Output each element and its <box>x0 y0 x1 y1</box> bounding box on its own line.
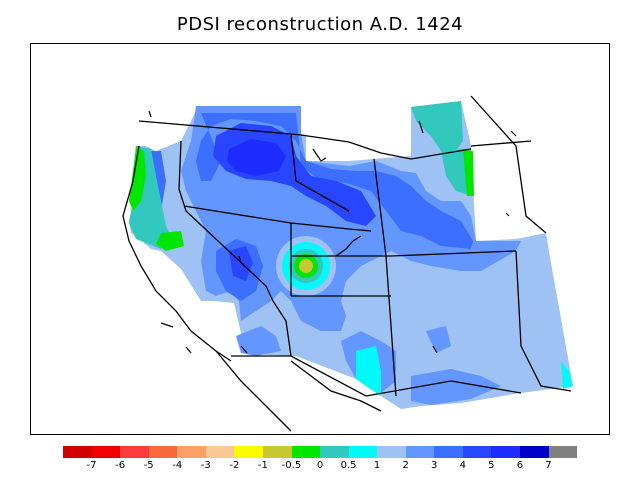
contour-ring-core <box>299 259 313 273</box>
contour-level-3e <box>426 326 451 353</box>
colorbar-tick-label: 1 <box>373 460 381 471</box>
colorbar-swatch <box>205 446 235 458</box>
colorbar-swatch <box>320 446 349 458</box>
colorbar-tick-label: -4 <box>172 460 183 471</box>
lake-6 <box>238 255 242 264</box>
colorbar-swatch <box>491 446 520 458</box>
colorbar-swatch <box>177 446 206 458</box>
contour-level-3d <box>411 369 501 405</box>
colorbar-swatch <box>377 446 406 458</box>
colorbar-swatch <box>91 446 121 458</box>
border-utah-wyoming <box>290 222 372 232</box>
lake-8 <box>185 346 192 354</box>
colorbar-swatch <box>234 446 263 458</box>
colorbar-swatch <box>291 446 321 458</box>
border-az-ca <box>272 300 292 357</box>
contour-green-sw <box>156 231 184 251</box>
colorbar-tick-label: -6 <box>115 460 126 471</box>
border-washington-oregon <box>178 140 182 190</box>
lake-7 <box>240 345 248 354</box>
colorbar-tick-label: 0 <box>316 460 324 471</box>
colorbar-tick-label: -7 <box>86 460 97 471</box>
lake-4 <box>510 130 517 137</box>
lake-2 <box>312 148 327 162</box>
contour-level-5b <box>229 246 253 281</box>
contour-level-6 <box>227 139 286 176</box>
water-features <box>148 110 517 354</box>
colorbar-swatch <box>548 446 578 458</box>
great-salt-lake <box>335 235 362 257</box>
colorbar-tick-label: 0.5 <box>340 460 357 471</box>
colorbar-swatch <box>348 446 378 458</box>
border-wyoming-east <box>373 158 387 257</box>
political-borders <box>122 95 572 432</box>
border-nevada <box>178 188 274 302</box>
colorbar-tick-label: -1 <box>257 460 268 471</box>
colorbar-swatch <box>148 446 178 458</box>
border-ne-plains <box>470 95 547 234</box>
border-idaho-montana <box>290 133 350 212</box>
border-west-coast <box>122 145 232 362</box>
colorbar-tick-label: -3 <box>200 460 211 471</box>
colorbar-swatch <box>520 446 549 458</box>
contour-green-ne <box>463 149 474 196</box>
contour-green-west <box>129 146 146 211</box>
map-frame <box>30 43 610 435</box>
colorbar-tick-label: 3 <box>431 460 438 471</box>
border-mexico <box>231 355 522 397</box>
border-sonora <box>290 360 382 412</box>
pdsi-map <box>122 95 573 432</box>
contour-level-3c <box>236 326 281 356</box>
lake-5 <box>505 212 510 217</box>
lake-1 <box>148 110 152 118</box>
contour-level-0.5-ne2 <box>441 149 471 196</box>
border-az-nm <box>385 255 397 397</box>
contour-level-1-se2 <box>561 361 573 389</box>
colorbar-tick-label: -5 <box>143 460 154 471</box>
colorbar <box>63 446 578 458</box>
colorbar-labels: -7 -6 -5 -4 -3 -2 -1 -0.5 0 0.5 1 2 3 4 5 6 7 <box>63 460 577 474</box>
lake-3 <box>418 120 424 134</box>
colorbar-tick-label: 7 <box>545 460 552 471</box>
colorbar-swatch <box>405 446 435 458</box>
lake-10 <box>160 322 174 328</box>
colorbar-tick-label: -2 <box>229 460 240 471</box>
border-colorado <box>291 250 517 257</box>
border-dakota <box>470 140 532 147</box>
contour-level-0.5-ne <box>411 101 463 151</box>
border-nm-tx <box>515 250 572 392</box>
colorbar-swatch <box>120 446 149 458</box>
colorbar-tick-label: 6 <box>516 460 524 471</box>
contour-level-1-se <box>356 346 381 396</box>
colorbar-swatch <box>434 446 463 458</box>
colorbar-swatch <box>262 446 292 458</box>
colorbar-tick-label: 2 <box>402 460 409 471</box>
colorbar-tick-label: 5 <box>488 460 495 471</box>
lake-9 <box>432 345 438 354</box>
pdsi-field <box>129 101 573 409</box>
border-idaho-south <box>183 205 292 224</box>
colorbar-tick-label: -0.5 <box>281 460 302 471</box>
colorbar-tick-label: 4 <box>459 460 466 471</box>
colorbar-swatch <box>462 446 492 458</box>
border-baja <box>215 350 292 432</box>
colorbar-swatch <box>63 446 92 458</box>
map-title: PDSI reconstruction A.D. 1424 <box>176 14 464 35</box>
